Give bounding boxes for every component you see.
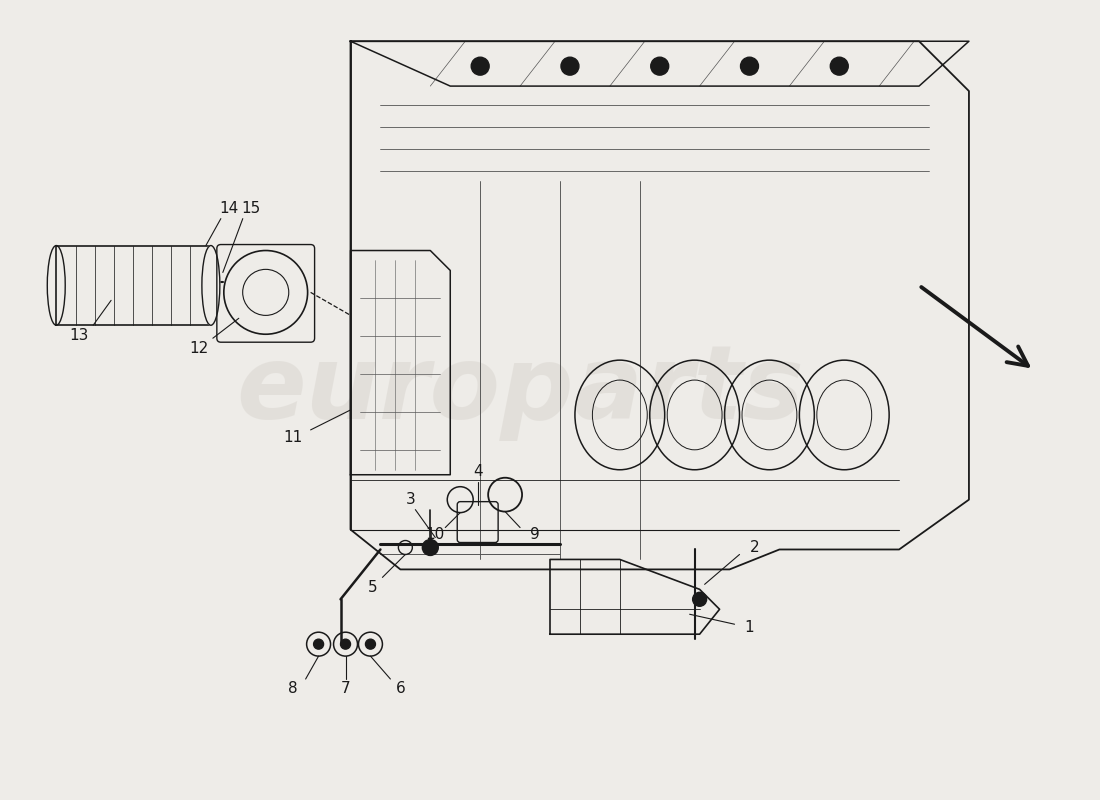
Text: 2: 2 [750, 540, 759, 555]
Text: 14: 14 [219, 201, 239, 216]
Text: 8: 8 [288, 682, 297, 697]
Circle shape [341, 639, 351, 649]
Circle shape [365, 639, 375, 649]
Circle shape [422, 539, 438, 555]
Text: 4: 4 [473, 464, 483, 479]
Text: 9: 9 [530, 527, 540, 542]
Circle shape [651, 57, 669, 75]
Circle shape [740, 57, 759, 75]
Text: 7: 7 [341, 682, 350, 697]
Text: 3: 3 [406, 492, 415, 507]
Circle shape [693, 592, 706, 606]
Text: 10: 10 [426, 527, 444, 542]
Text: 11: 11 [283, 430, 302, 446]
Text: 13: 13 [69, 328, 89, 342]
Circle shape [830, 57, 848, 75]
Text: 1: 1 [745, 620, 755, 634]
Circle shape [471, 57, 490, 75]
Text: 15: 15 [241, 201, 261, 216]
Text: 5: 5 [367, 580, 377, 595]
Text: europarts: europarts [236, 339, 804, 441]
Text: 12: 12 [189, 341, 209, 356]
Circle shape [561, 57, 579, 75]
Ellipse shape [202, 246, 220, 326]
Circle shape [314, 639, 323, 649]
Text: 6: 6 [396, 682, 405, 697]
